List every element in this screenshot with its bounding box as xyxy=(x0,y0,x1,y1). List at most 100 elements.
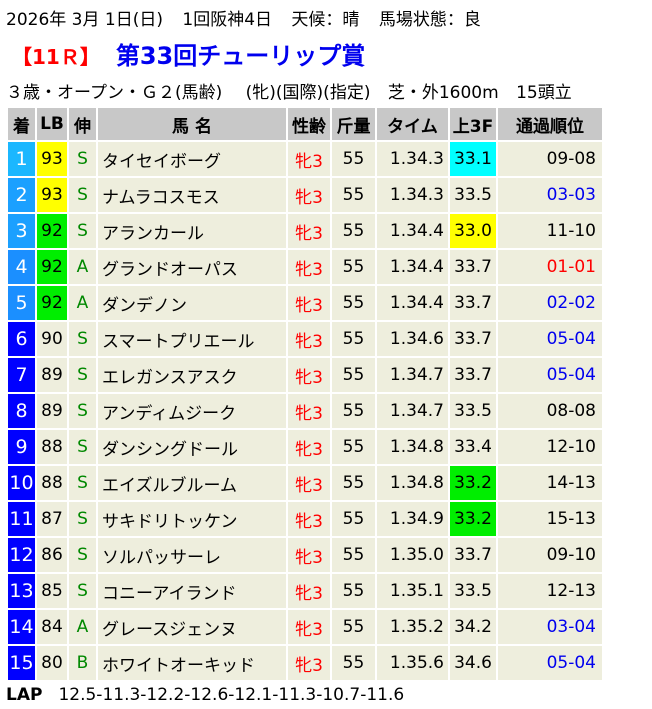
sex-age-cell: 牝3 xyxy=(288,502,330,536)
time-cell: 1.34.3 xyxy=(377,142,448,176)
table-row: 7 89 S エレガンスアスク 牝3 55 1.34.7 33.7 05-04 xyxy=(8,358,602,392)
time-cell: 1.34.6 xyxy=(377,322,448,356)
leg-cell: S xyxy=(69,430,96,464)
race-conditions: ３歳・オープン・Ｇ２(馬齢) (牝)(国際)(指定) 芝・外1600m 15頭立 xyxy=(6,78,584,103)
table-header-row: 着 LB 伸 馬 名 性齢 斤量 タイム 上3F 通過順位 xyxy=(8,108,602,140)
sex-age-cell: 牝3 xyxy=(288,574,330,608)
time-cell: 1.34.4 xyxy=(377,286,448,320)
results-table: 着 LB 伸 馬 名 性齢 斤量 タイム 上3F 通過順位 1 93 S タイセイボー… xyxy=(6,106,604,682)
weight-cell: 55 xyxy=(332,574,375,608)
header-weight: 斤量 xyxy=(332,108,375,140)
passing-order-cell: 09-10 xyxy=(498,538,602,572)
position-cell: 7 xyxy=(8,358,35,392)
table-row: 13 85 S コニーアイランド 牝3 55 1.35.1 33.5 12-13 xyxy=(8,574,602,608)
sex-age-cell: 牝3 xyxy=(288,430,330,464)
weight-cell: 55 xyxy=(332,286,375,320)
last-3f-cell: 33.7 xyxy=(450,286,496,320)
time-cell: 1.34.7 xyxy=(377,394,448,428)
header-sex-age: 性齢 xyxy=(288,108,330,140)
table-row: 5 92 A ダンデノン 牝3 55 1.34.4 33.7 02-02 xyxy=(8,286,602,320)
passing-order-cell: 03-04 xyxy=(498,610,602,644)
header-position: 着 xyxy=(8,108,35,140)
table-row: 15 80 B ホワイトオーキッド 牝3 55 1.35.6 34.6 05-04 xyxy=(8,646,602,680)
lb-cell: 89 xyxy=(37,358,67,392)
sex-age-cell: 牝3 xyxy=(288,178,330,212)
time-cell: 1.34.3 xyxy=(377,178,448,212)
race-course: 芝・外1600m xyxy=(387,83,499,103)
weight-cell: 55 xyxy=(332,250,375,284)
last-3f-cell: 33.5 xyxy=(450,574,496,608)
time-cell: 1.34.4 xyxy=(377,214,448,248)
passing-order-cell: 12-10 xyxy=(498,430,602,464)
table-row: 12 86 S ソルパッサーレ 牝3 55 1.35.0 33.7 09-10 xyxy=(8,538,602,572)
header-leg: 伸 xyxy=(69,108,96,140)
horse-name-cell: アンディムジーク xyxy=(98,394,286,428)
passing-order-cell: 02-02 xyxy=(498,286,602,320)
lap-label: LAP xyxy=(6,685,43,705)
position-cell: 3 xyxy=(8,214,35,248)
lb-cell: 89 xyxy=(37,394,67,428)
time-cell: 1.35.0 xyxy=(377,538,448,572)
race-date: 2026年 3月 1日(日) xyxy=(6,10,163,30)
table-row: 1 93 S タイセイボーグ 牝3 55 1.34.3 33.1 09-08 xyxy=(8,142,602,176)
horse-name-cell: サキドリトッケン xyxy=(98,502,286,536)
lb-cell: 92 xyxy=(37,214,67,248)
sex-age-cell: 牝3 xyxy=(288,322,330,356)
leg-cell: S xyxy=(69,178,96,212)
table-row: 10 88 S エイズルブルーム 牝3 55 1.34.8 33.2 14-13 xyxy=(8,466,602,500)
time-cell: 1.34.8 xyxy=(377,466,448,500)
time-cell: 1.35.6 xyxy=(377,646,448,680)
lap-line: LAP 12.5-11.3-12.2-12.6-12.1-11.3-10.7-11… xyxy=(6,685,404,705)
table-row: 9 88 S ダンシングドール 牝3 55 1.34.8 33.4 12-10 xyxy=(8,430,602,464)
table-row: 3 92 S アランカール 牝3 55 1.34.4 33.0 11-10 xyxy=(8,214,602,248)
lap-times: 12.5-11.3-12.2-12.6-12.1-11.3-10.7-11.6 xyxy=(58,685,405,705)
race-weather: 天候：晴 xyxy=(291,10,360,30)
table-row: 6 90 S スマートプリエール 牝3 55 1.34.6 33.7 05-04 xyxy=(8,322,602,356)
last-3f-cell: 33.7 xyxy=(450,538,496,572)
horse-name-cell: エイズルブルーム xyxy=(98,466,286,500)
time-cell: 1.35.2 xyxy=(377,610,448,644)
time-cell: 1.34.4 xyxy=(377,250,448,284)
leg-cell: S xyxy=(69,466,96,500)
position-cell: 6 xyxy=(8,322,35,356)
weight-cell: 55 xyxy=(332,142,375,176)
header-lb: LB xyxy=(37,108,67,140)
sex-age-cell: 牝3 xyxy=(288,250,330,284)
weight-cell: 55 xyxy=(332,394,375,428)
race-info-line: 2026年 3月 1日(日) 1回阪神4日 天候：晴 馬場状態：良 xyxy=(6,5,495,30)
time-cell: 1.35.1 xyxy=(377,574,448,608)
leg-cell: A xyxy=(69,286,96,320)
track-condition: 馬場状態：良 xyxy=(378,10,481,30)
lb-cell: 88 xyxy=(37,466,67,500)
passing-order-cell: 05-04 xyxy=(498,322,602,356)
lb-cell: 87 xyxy=(37,502,67,536)
weight-cell: 55 xyxy=(332,466,375,500)
horse-name-cell: グランドオーパス xyxy=(98,250,286,284)
race-title: 【11Ｒ】 第33回チューリップ賞 xyxy=(12,36,365,71)
sex-age-cell: 牝3 xyxy=(288,394,330,428)
sex-age-cell: 牝3 xyxy=(288,286,330,320)
passing-order-cell: 12-13 xyxy=(498,574,602,608)
passing-order-cell: 14-13 xyxy=(498,466,602,500)
leg-cell: A xyxy=(69,610,96,644)
last-3f-cell: 34.2 xyxy=(450,610,496,644)
race-restrictions: (牝)(国際)(指定) xyxy=(245,83,371,103)
passing-order-cell: 11-10 xyxy=(498,214,602,248)
last-3f-cell: 33.5 xyxy=(450,394,496,428)
race-meeting: 1回阪神4日 xyxy=(182,10,273,30)
last-3f-cell: 33.2 xyxy=(450,502,496,536)
weight-cell: 55 xyxy=(332,610,375,644)
last-3f-cell: 33.7 xyxy=(450,250,496,284)
time-cell: 1.34.8 xyxy=(377,430,448,464)
table-row: 14 84 A グレースジェンヌ 牝3 55 1.35.2 34.2 03-04 xyxy=(8,610,602,644)
table-row: 4 92 A グランドオーパス 牝3 55 1.34.4 33.7 01-01 xyxy=(8,250,602,284)
lb-cell: 93 xyxy=(37,142,67,176)
leg-cell: S xyxy=(69,214,96,248)
lb-cell: 90 xyxy=(37,322,67,356)
weight-cell: 55 xyxy=(332,358,375,392)
lb-cell: 92 xyxy=(37,250,67,284)
passing-order-cell: 01-01 xyxy=(498,250,602,284)
leg-cell: S xyxy=(69,394,96,428)
horse-name-cell: ホワイトオーキッド xyxy=(98,646,286,680)
passing-order-cell: 03-03 xyxy=(498,178,602,212)
